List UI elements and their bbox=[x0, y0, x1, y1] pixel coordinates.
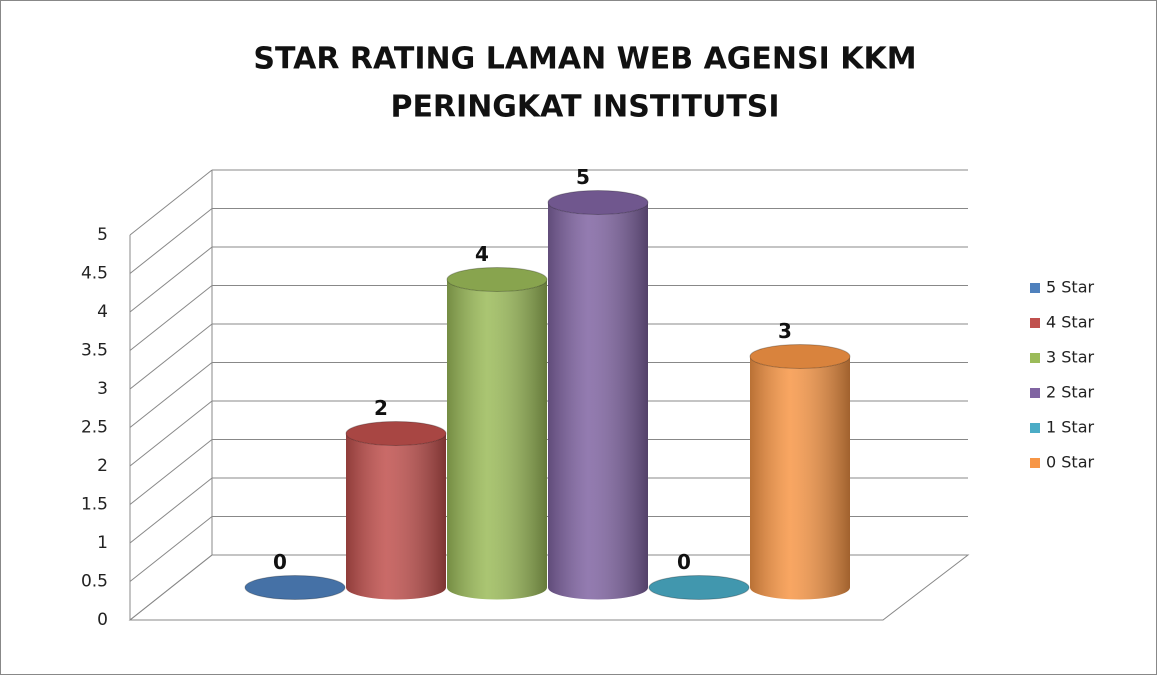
y-tick-label: 1.5 bbox=[81, 495, 108, 515]
legend-label: 5 Star bbox=[1046, 278, 1095, 297]
grid-line bbox=[129, 554, 213, 621]
cylinder-top bbox=[648, 575, 750, 600]
y-tick-label: 2 bbox=[97, 456, 108, 476]
y-tick-label: 4.5 bbox=[81, 264, 108, 284]
legend-label: 2 Star bbox=[1046, 383, 1095, 402]
legend-swatch bbox=[1030, 388, 1040, 398]
y-tick-label: 4 bbox=[97, 302, 108, 322]
cylinder-shade bbox=[446, 279, 547, 600]
grid-line bbox=[129, 439, 213, 505]
data-label: 3 bbox=[778, 319, 792, 343]
cylinder-shade bbox=[346, 433, 446, 600]
grid-line bbox=[129, 362, 213, 428]
legend-swatch bbox=[1030, 353, 1040, 363]
cylinder-top-shade bbox=[750, 344, 850, 369]
y-tick-label: 0 bbox=[97, 610, 108, 630]
data-label: 0 bbox=[273, 550, 287, 574]
cylinder-shade bbox=[548, 202, 648, 600]
y-tick-label: 3.5 bbox=[81, 341, 108, 361]
grid-line bbox=[129, 323, 213, 390]
grid-line bbox=[129, 400, 213, 467]
cylinder-top-shade bbox=[649, 575, 749, 600]
cylinder-top bbox=[749, 344, 851, 369]
legend-label: 4 Star bbox=[1046, 313, 1095, 332]
grid-line bbox=[129, 208, 213, 274]
cylinder-top bbox=[244, 575, 346, 600]
legend-label: 0 Star bbox=[1046, 453, 1095, 472]
data-label: 5 bbox=[576, 165, 590, 189]
chart-title: PERINGKAT INSTITUTSI bbox=[390, 90, 779, 125]
legend-swatch bbox=[1030, 283, 1040, 293]
legend-swatch bbox=[1030, 318, 1040, 328]
y-tick-label: 3 bbox=[97, 379, 108, 399]
legend-label: 3 Star bbox=[1046, 348, 1095, 367]
y-tick-label: 0.5 bbox=[81, 572, 108, 592]
chart-title: STAR RATING LAMAN WEB AGENSI KKM bbox=[253, 42, 916, 77]
cylinder-shade bbox=[750, 356, 850, 600]
y-tick-label: 5 bbox=[97, 225, 108, 245]
data-label: 2 bbox=[374, 396, 388, 420]
cylinder-top bbox=[547, 190, 649, 215]
grid-line bbox=[129, 477, 213, 544]
cylinder-top-shade bbox=[447, 267, 547, 292]
y-tick-label: 2.5 bbox=[81, 418, 108, 438]
cylinder-top-shade bbox=[245, 575, 345, 600]
legend-swatch bbox=[1030, 423, 1040, 433]
grid-line bbox=[129, 169, 213, 236]
legend-swatch bbox=[1030, 458, 1040, 468]
legend-label: 1 Star bbox=[1046, 418, 1095, 437]
cylinder-top-shade bbox=[548, 190, 648, 215]
grid-line bbox=[129, 246, 213, 313]
data-label: 4 bbox=[475, 242, 489, 266]
y-tick-label: 1 bbox=[97, 533, 108, 553]
cylinder-top bbox=[446, 267, 548, 292]
grid-line bbox=[129, 516, 213, 582]
cylinder-top-shade bbox=[346, 421, 446, 446]
data-label: 0 bbox=[677, 550, 691, 574]
cylinder-top bbox=[345, 421, 447, 446]
grid-line bbox=[129, 285, 213, 351]
